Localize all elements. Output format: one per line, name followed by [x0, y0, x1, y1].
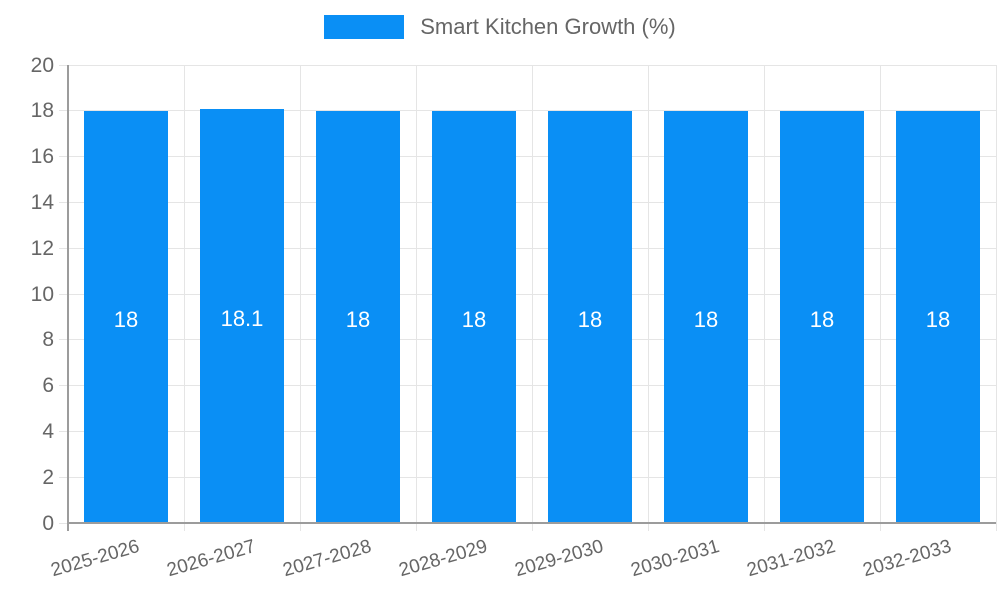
y-tick-mark	[59, 110, 68, 112]
y-axis-line	[67, 65, 69, 531]
bar[interactable]	[664, 110, 748, 523]
bar-value-label: 18	[461, 306, 487, 332]
x-gridline	[299, 65, 301, 523]
bar-value-label: 18	[577, 306, 603, 332]
y-tick-mark	[59, 476, 68, 478]
y-tick-label: 2	[42, 465, 54, 489]
y-tick-mark	[59, 339, 68, 341]
y-tick-label: 16	[30, 145, 54, 169]
y-tick-label: 20	[30, 53, 54, 77]
y-tick-label: 18	[30, 99, 54, 123]
y-tick-mark	[59, 156, 68, 158]
x-tick-mark	[183, 523, 185, 531]
bar[interactable]	[432, 110, 516, 523]
y-tick-mark	[59, 247, 68, 249]
x-tick-mark	[415, 523, 417, 531]
bar[interactable]	[84, 110, 168, 523]
bar-value-label: 18	[345, 306, 371, 332]
y-tick-label: 12	[30, 236, 54, 260]
bar[interactable]	[896, 110, 980, 523]
x-gridline	[879, 65, 881, 523]
x-axis-line	[68, 522, 996, 524]
legend-swatch	[324, 15, 405, 39]
x-tick-mark	[763, 523, 765, 531]
x-gridline	[995, 65, 997, 523]
bar-value-label: 18.1	[220, 305, 264, 331]
bar-value-label: 18	[809, 306, 835, 332]
y-tick-label: 8	[42, 328, 54, 352]
y-tick-label: 10	[30, 282, 54, 306]
x-gridline	[183, 65, 185, 523]
x-tick-mark	[299, 523, 301, 531]
bar-value-label: 18	[693, 306, 719, 332]
x-tick-mark	[995, 523, 997, 531]
y-tick-mark	[59, 430, 68, 432]
x-gridline	[531, 65, 533, 523]
y-tick-mark	[59, 64, 68, 66]
bar[interactable]	[200, 108, 284, 523]
y-tick-label: 14	[30, 190, 54, 214]
x-gridline	[415, 65, 417, 523]
y-tick-mark	[59, 522, 68, 524]
y-tick-label: 6	[42, 374, 54, 398]
x-tick-mark	[647, 523, 649, 531]
x-tick-mark	[879, 523, 881, 531]
y-tick-mark	[59, 385, 68, 387]
bar-value-label: 18	[113, 306, 139, 332]
bar[interactable]	[548, 110, 632, 523]
y-tick-label: 0	[42, 511, 54, 535]
y-tick-mark	[59, 293, 68, 295]
legend-label: Smart Kitchen Growth (%)	[420, 14, 676, 39]
x-gridline	[763, 65, 765, 523]
bar[interactable]	[316, 110, 400, 523]
bar-value-label: 18	[925, 306, 951, 332]
y-tick-mark	[59, 201, 68, 203]
x-tick-mark	[531, 523, 533, 531]
y-tick-label: 4	[42, 419, 54, 443]
chart-legend[interactable]: Smart Kitchen Growth (%)	[0, 10, 1000, 44]
x-gridline	[647, 65, 649, 523]
bar[interactable]	[780, 110, 864, 523]
